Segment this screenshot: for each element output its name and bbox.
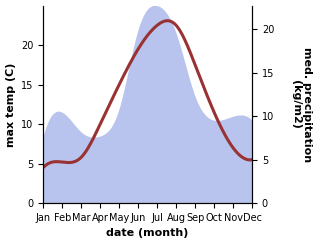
Y-axis label: med. precipitation
(kg/m2): med. precipitation (kg/m2) <box>291 47 313 162</box>
Y-axis label: max temp (C): max temp (C) <box>5 62 16 147</box>
X-axis label: date (month): date (month) <box>107 228 189 238</box>
